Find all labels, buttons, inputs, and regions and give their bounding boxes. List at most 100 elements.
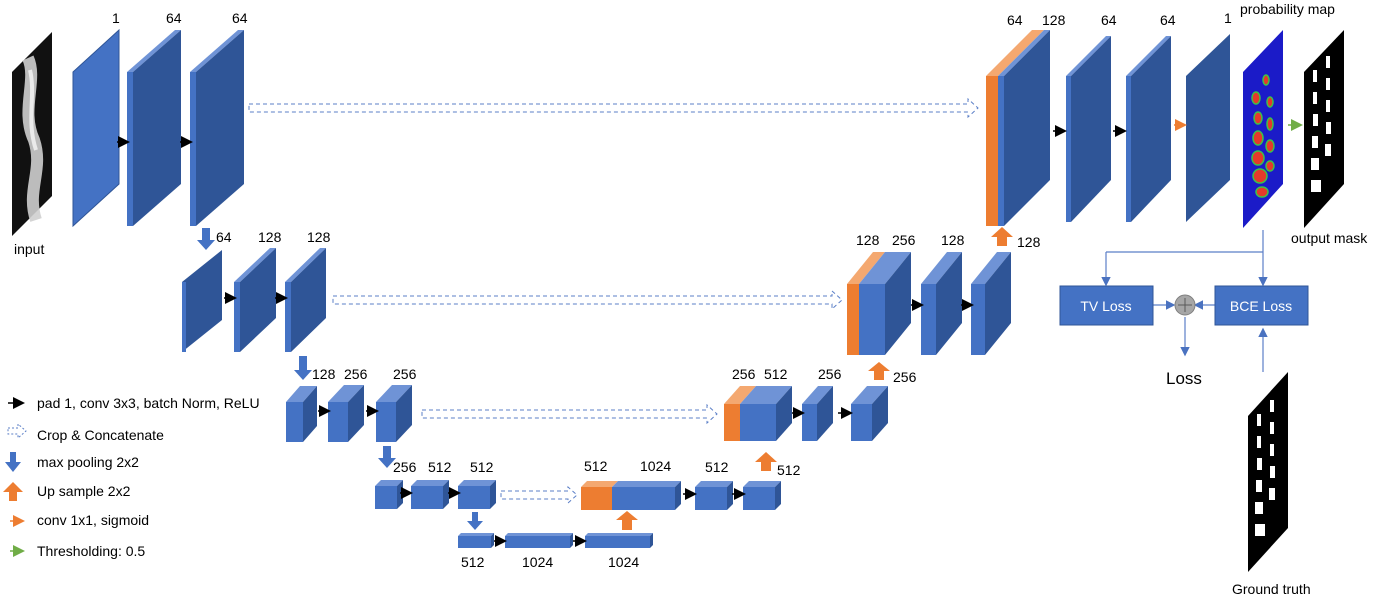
enc1-label-2: 64: [166, 10, 182, 26]
dec2-label-1: 128: [856, 232, 880, 248]
dec4-label-1: 512: [584, 458, 608, 474]
upsample-arrow-icon: [3, 482, 23, 501]
dec4-concat-block: [581, 481, 681, 510]
maxpool-arrow-2: [294, 356, 312, 380]
dec3-label-1: 256: [732, 366, 756, 382]
legend-label-crop: Crop & Concatenate: [37, 427, 164, 443]
enc4-block-3: [458, 480, 496, 509]
enc2-block-2: [234, 248, 276, 352]
enc1-label-1: 1: [112, 10, 120, 26]
dec1-block-3: [1126, 36, 1171, 222]
dec3-block-3: [851, 386, 888, 441]
dec1-block-4: [1186, 34, 1230, 222]
enc3-label-2: 256: [344, 366, 368, 382]
dec4-block-2: [695, 481, 733, 510]
legend-item-threshold: Thresholding: 0.5: [10, 543, 145, 559]
dec4-label-3: 512: [705, 459, 729, 475]
legend-label-threshold: Thresholding: 0.5: [37, 543, 145, 559]
output-mask-image: [1304, 30, 1344, 228]
enc3-block-1: [286, 386, 317, 442]
loss-connectors: [1101, 230, 1268, 372]
legend-item-upsample: Up sample 2x2: [3, 482, 131, 501]
dec2-concat-block: [847, 252, 911, 355]
dec2-label-4: 128: [1017, 234, 1041, 250]
dec3-block-2: [802, 386, 833, 441]
enc3-block-2: [328, 385, 364, 442]
enc4-block-2: [411, 480, 449, 509]
tv-loss-label: TV Loss: [1080, 298, 1131, 314]
input-label: input: [14, 241, 44, 257]
upsample-arrow-2: [991, 227, 1013, 246]
ground-truth-label: Ground truth: [1232, 581, 1311, 597]
maxpool-arrow-4: [467, 512, 483, 530]
crop-concat-arrow-2: [332, 289, 843, 311]
crop-concat-arrow-4: [500, 485, 578, 505]
dec4-label-2: 1024: [640, 458, 671, 474]
enc3-block-3: [376, 385, 412, 442]
bottom-block-2: [505, 533, 573, 548]
enc4-label-2: 512: [428, 459, 452, 475]
upsample-arrow-3: [868, 362, 890, 380]
legend: pad 1, conv 3x3, batch Norm, ReLU Crop &…: [3, 395, 260, 559]
dec1-label-3: 64: [1101, 12, 1117, 28]
enc2-label-3: 128: [307, 229, 331, 245]
legend-label-upsample: Up sample 2x2: [37, 483, 131, 499]
enc3-label-3: 256: [393, 366, 417, 382]
dec1-label-4: 64: [1160, 12, 1176, 28]
dec1-label-1: 64: [1007, 12, 1023, 28]
loss-label: Loss: [1166, 369, 1202, 388]
enc2-label-2: 128: [258, 229, 282, 245]
bce-loss-label: BCE Loss: [1230, 298, 1292, 314]
bottom-label-2: 1024: [522, 554, 553, 570]
dec3-label-2: 512: [764, 366, 788, 382]
enc1-label-3: 64: [232, 10, 248, 26]
enc4-block-1: [375, 480, 403, 509]
crop-concat-arrow-3: [421, 403, 718, 425]
probability-map-image: [1243, 30, 1283, 228]
enc1-block-3: [190, 30, 244, 226]
dec3-label-4: 256: [893, 369, 917, 385]
probability-map-label: probability map: [1240, 1, 1335, 17]
maxpool-arrow-icon: [5, 452, 21, 472]
upsample-arrow-4a: [616, 511, 638, 530]
dec1-label-2: 128: [1042, 12, 1066, 28]
crop-concat-arrow-1: [248, 97, 979, 119]
dec2-label-2: 256: [892, 232, 916, 248]
crop-concat-arrow-icon: [7, 422, 27, 440]
enc1-block-2: [127, 30, 181, 226]
maxpool-arrow-1: [197, 228, 215, 250]
dec2-block-2: [921, 252, 962, 355]
dec1-label-5: 1: [1224, 10, 1232, 26]
legend-item-sigmoid: conv 1x1, sigmoid: [10, 512, 149, 528]
enc2-label-1: 64: [216, 229, 232, 245]
enc4-label-3: 512: [470, 459, 494, 475]
dec2-label-3: 128: [941, 232, 965, 248]
legend-label-maxpool: max pooling 2x2: [37, 454, 139, 470]
enc1-block-1: [72, 28, 120, 228]
bce-loss-box: [1214, 285, 1309, 326]
ground-truth-image: [1248, 372, 1288, 572]
legend-label-conv: pad 1, conv 3x3, batch Norm, ReLU: [37, 395, 260, 411]
legend-item-crop: Crop & Concatenate: [7, 422, 164, 443]
dec4-block-3: [743, 481, 781, 510]
bottom-label-1: 512: [461, 554, 485, 570]
maxpool-arrow-3: [378, 446, 396, 468]
input-image: [12, 32, 52, 236]
bottom-block-3: [585, 533, 653, 548]
enc3-label-1: 128: [312, 366, 336, 382]
legend-item-conv: pad 1, conv 3x3, batch Norm, ReLU: [8, 395, 260, 411]
legend-item-maxpool: max pooling 2x2: [5, 452, 139, 472]
enc2-block-3: [285, 248, 326, 352]
sum-icon: [1174, 294, 1196, 316]
bottom-block-1: [458, 533, 494, 548]
bottom-label-3: 1024: [608, 554, 639, 570]
output-mask-label: output mask: [1291, 230, 1368, 246]
enc2-block-1: [182, 250, 222, 352]
enc4-label-1: 256: [393, 459, 417, 475]
dec4-label-4: 512: [777, 462, 801, 478]
tv-loss-box: [1059, 285, 1154, 326]
dec1-concat-block: [986, 30, 1050, 226]
dec3-label-3: 256: [818, 366, 842, 382]
upsample-arrow-4b: [755, 452, 777, 471]
